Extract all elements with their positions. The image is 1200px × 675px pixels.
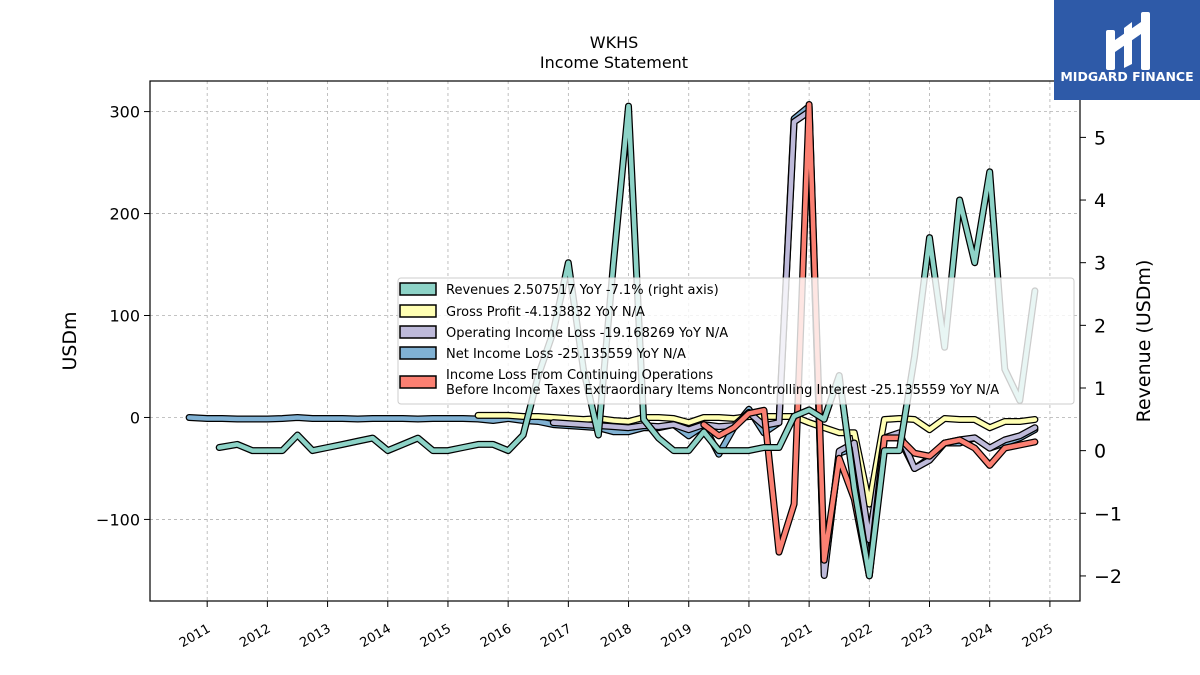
y-right-tick-label: 4 — [1094, 190, 1106, 212]
y-right-tick-label: 2 — [1094, 315, 1106, 337]
legend-item: Net Income Loss -25.135559 YoY N/A — [399, 346, 686, 362]
legend-label: Revenues 2.507517 YoY -7.1% (right axis) — [446, 283, 719, 298]
series-4 — [215, 102, 1039, 580]
legend-box — [397, 277, 1075, 405]
y-right-tick-label: −2 — [1094, 566, 1122, 588]
series-layer — [185, 101, 1039, 580]
legend: Revenues 2.507517 YoY -7.1% (right axis)… — [397, 277, 1075, 405]
y-tick-label: −100 — [96, 510, 140, 529]
y-right-tick-label: −1 — [1094, 503, 1122, 525]
y-tick-label: 0 — [130, 408, 140, 427]
left-axis: −100 0 100 200 300 — [96, 103, 150, 529]
y-right-tick-label: 0 — [1094, 441, 1106, 463]
y-right-tick-label: 1 — [1094, 378, 1106, 400]
y-tick-label: 100 — [109, 307, 140, 326]
legend-swatch — [399, 325, 437, 339]
chart-title: WKHS — [590, 33, 639, 52]
legend-label: Net Income Loss -25.135559 YoY N/A — [446, 347, 686, 362]
legend-label: Operating Income Loss -19.168269 YoY N/A — [446, 326, 728, 341]
chart-subtitle: Income Statement — [540, 53, 688, 72]
right-axis: −2 −1 0 1 2 3 4 5 — [1080, 127, 1122, 588]
midgard-finance-logo: MIDGARD FINANCE — [1054, 0, 1200, 100]
logo-text: MIDGARD FINANCE — [1060, 69, 1193, 84]
y-right-tick-label: 3 — [1094, 253, 1106, 275]
legend-swatch — [399, 375, 437, 389]
y-axis-right-label: Revenue (USDm) — [1133, 260, 1155, 423]
y-axis-label: USDm — [59, 311, 81, 370]
legend-item: Revenues 2.507517 YoY -7.1% (right axis) — [399, 282, 719, 298]
legend-item: Gross Profit -4.133832 YoY N/A — [399, 304, 645, 320]
y-tick-label: 300 — [109, 103, 140, 122]
legend-swatch — [399, 346, 437, 360]
legend-swatch — [399, 304, 437, 318]
legend-label: Before Income Taxes Extraordinary Items … — [446, 383, 999, 398]
legend-swatch — [399, 282, 437, 296]
legend-item: Income Loss From Continuing OperationsBe… — [399, 368, 999, 398]
plot-frame — [149, 80, 1081, 602]
legend-item: Operating Income Loss -19.168269 YoY N/A — [399, 325, 728, 341]
legend-label: Gross Profit -4.133832 YoY N/A — [446, 305, 645, 320]
y-tick-label: 200 — [109, 205, 140, 224]
y-right-tick-label: 5 — [1094, 127, 1106, 149]
series-line — [216, 103, 1038, 579]
legend-label: Income Loss From Continuing Operations — [446, 368, 713, 383]
midgard-logo-icon — [1106, 12, 1150, 70]
